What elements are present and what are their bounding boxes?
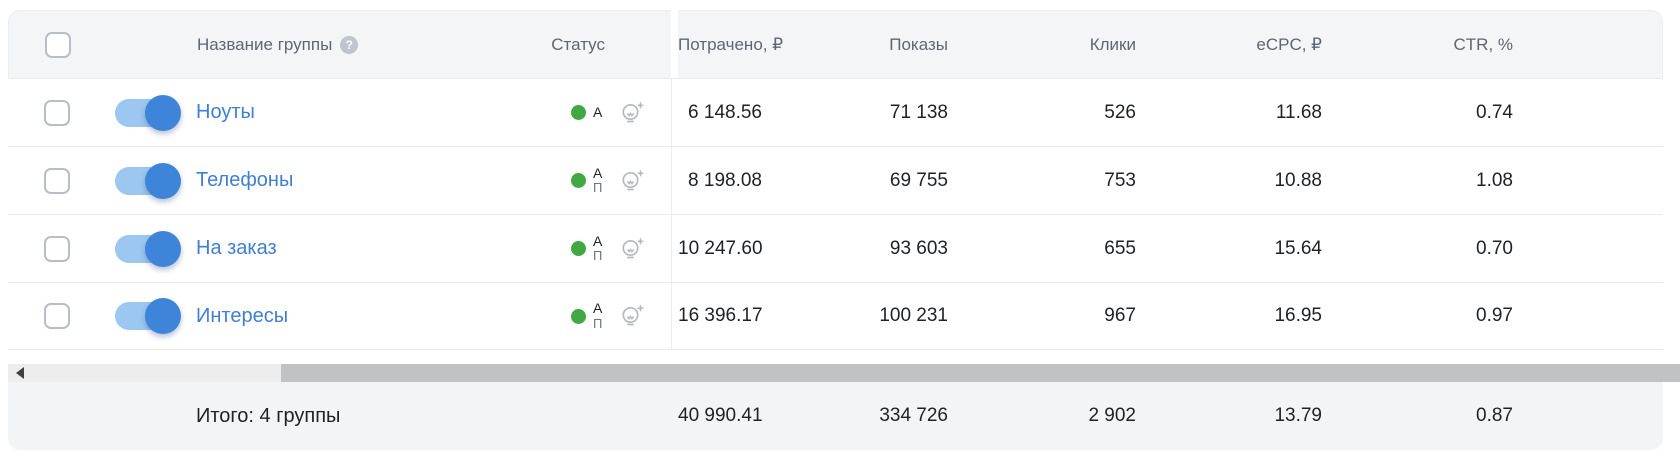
col-group-name: Название группы bbox=[197, 34, 333, 54]
cell-clicks: 526 bbox=[1104, 101, 1136, 123]
table-header-fixed: Название группы ? Статус bbox=[8, 10, 671, 78]
recommendation-bulb-icon[interactable] bbox=[617, 301, 647, 331]
cell-ctr: 0.70 bbox=[1476, 237, 1513, 259]
recommendation-bulb-icon[interactable] bbox=[617, 166, 647, 196]
cell-ctr: 0.97 bbox=[1476, 305, 1513, 326]
cell-ctr: 0.74 bbox=[1476, 101, 1513, 123]
cell-ecpc: 11.68 bbox=[1275, 101, 1322, 123]
select-all-checkbox[interactable] bbox=[45, 31, 71, 58]
cell-clicks: 753 bbox=[1104, 169, 1136, 191]
cell-ecpc: 15.64 bbox=[1274, 237, 1322, 259]
status-dot-icon bbox=[571, 173, 586, 188]
cell-spent: 10 247.60 bbox=[678, 237, 763, 259]
cell-clicks: 655 bbox=[1104, 237, 1136, 259]
help-icon[interactable]: ? bbox=[340, 35, 359, 54]
status-dot-icon bbox=[571, 104, 586, 120]
table-row: Ноуты А bbox=[8, 78, 1663, 146]
total-spent: 40 990.41 bbox=[678, 405, 763, 426]
cell-ecpc: 10.88 bbox=[1274, 169, 1322, 191]
group-name-link[interactable]: Телефоны bbox=[196, 169, 294, 191]
total-clicks: 2 902 bbox=[1088, 405, 1136, 426]
cell-spent: 8 198.08 bbox=[688, 169, 762, 191]
table-row: Телефоны А П bbox=[8, 146, 1663, 214]
status-text-clipped: А П bbox=[593, 165, 603, 196]
cell-impressions: 100 231 bbox=[879, 305, 948, 326]
status-text-clipped: А bbox=[593, 104, 603, 120]
table-row: На заказ А П bbox=[8, 214, 1663, 282]
table-bottom-gap bbox=[8, 350, 1663, 364]
status-cell: А bbox=[489, 105, 609, 120]
scroll-left-arrow[interactable] bbox=[16, 364, 24, 382]
status-text-clipped: А П bbox=[593, 301, 603, 331]
fixed-scroll-divider bbox=[671, 10, 678, 78]
cell-ecpc: 16.95 bbox=[1274, 305, 1322, 326]
group-name-link[interactable]: На заказ bbox=[196, 237, 277, 259]
group-toggle[interactable] bbox=[115, 298, 181, 334]
group-toggle[interactable] bbox=[115, 94, 181, 131]
row-checkbox[interactable] bbox=[44, 99, 70, 126]
recommendation-bulb-icon[interactable] bbox=[617, 98, 647, 128]
cell-impressions: 93 603 bbox=[889, 237, 948, 259]
row-checkbox[interactable] bbox=[44, 303, 70, 329]
recommendation-bulb-icon[interactable] bbox=[617, 234, 647, 264]
row-checkbox[interactable] bbox=[44, 167, 70, 194]
toggle-knob bbox=[145, 94, 181, 131]
col-ecpc: eCPC, ₽ bbox=[1256, 34, 1322, 54]
total-ctr: 0.87 bbox=[1476, 405, 1513, 426]
group-toggle[interactable] bbox=[115, 230, 181, 267]
group-name-link[interactable]: Интересы bbox=[196, 304, 289, 327]
col-status: Статус bbox=[551, 34, 605, 54]
total-impressions: 334 726 bbox=[879, 405, 948, 426]
group-toggle[interactable] bbox=[115, 162, 181, 199]
table-row: Интересы А П bbox=[8, 282, 1663, 350]
cell-spent: 6 148.56 bbox=[688, 101, 762, 123]
toggle-knob bbox=[145, 162, 181, 199]
status-text-clipped: А П bbox=[593, 233, 603, 264]
row-checkbox[interactable] bbox=[44, 235, 70, 262]
status-cell: А П bbox=[489, 166, 609, 196]
table-body: Ноуты А bbox=[8, 78, 1663, 350]
col-clicks: Клики bbox=[1089, 34, 1136, 54]
table-header: Название группы ? Статус Потрачено, ₽ По… bbox=[8, 10, 1663, 78]
group-name-link[interactable]: Ноуты bbox=[196, 101, 255, 123]
scrollbar-thumb[interactable] bbox=[281, 364, 1680, 382]
ad-groups-table: Название группы ? Статус Потрачено, ₽ По… bbox=[8, 10, 1663, 452]
table-totals-row: Итого: 4 группы 40 990.41 334 726 2 902 … bbox=[8, 382, 1663, 450]
totals-label: Итого: 4 группы bbox=[196, 404, 341, 427]
table-header-scrollable: Потрачено, ₽ Показы Клики eCPC, ₽ CTR, % bbox=[678, 10, 1663, 78]
cell-impressions: 71 138 bbox=[889, 101, 948, 123]
col-spent: Потрачено, ₽ bbox=[678, 34, 784, 54]
left-arrow-icon bbox=[16, 367, 24, 379]
status-cell: А П bbox=[489, 234, 609, 264]
horizontal-scrollbar[interactable] bbox=[8, 364, 1680, 382]
cell-ctr: 1.08 bbox=[1476, 169, 1513, 191]
toggle-knob bbox=[145, 230, 181, 267]
col-impressions: Показы bbox=[889, 34, 948, 54]
status-cell: А П bbox=[489, 301, 609, 331]
cell-spent: 16 396.17 bbox=[678, 305, 763, 326]
cell-impressions: 69 755 bbox=[889, 169, 948, 191]
toggle-knob bbox=[145, 298, 181, 334]
status-dot-icon bbox=[571, 308, 586, 324]
status-dot-icon bbox=[571, 241, 586, 256]
cell-clicks: 967 bbox=[1104, 305, 1136, 326]
col-ctr: CTR, % bbox=[1453, 34, 1514, 54]
total-ecpc: 13.79 bbox=[1274, 405, 1322, 426]
